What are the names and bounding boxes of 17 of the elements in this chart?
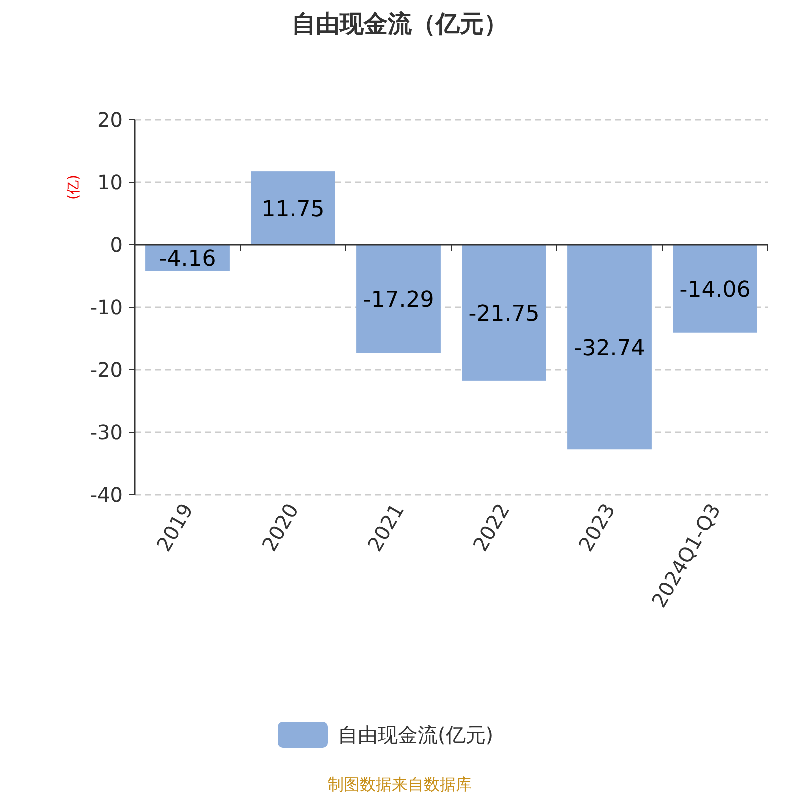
data-label: -32.74 xyxy=(574,336,646,362)
y-axis-title: (亿) xyxy=(66,175,82,200)
y-tick-label: -10 xyxy=(90,296,123,320)
data-label: 11.75 xyxy=(262,197,325,222)
data-label: -21.75 xyxy=(468,302,540,327)
data-label: -4.16 xyxy=(159,247,216,272)
y-tick-label: -40 xyxy=(90,483,123,507)
y-tick-label: 10 xyxy=(98,170,123,194)
y-tick-label: 20 xyxy=(98,108,123,132)
data-label: -17.29 xyxy=(363,288,434,314)
legend-label: 自由现金流(亿元) xyxy=(338,723,494,747)
y-tick-label: -30 xyxy=(90,420,123,444)
text: 制图数据来自数据库 xyxy=(328,775,472,794)
y-tick-label: 0 xyxy=(110,233,123,257)
data-label: -14.06 xyxy=(680,278,751,303)
y-tick-label: -20 xyxy=(90,358,123,382)
chart-title: 自由现金流（亿元） xyxy=(292,10,508,38)
